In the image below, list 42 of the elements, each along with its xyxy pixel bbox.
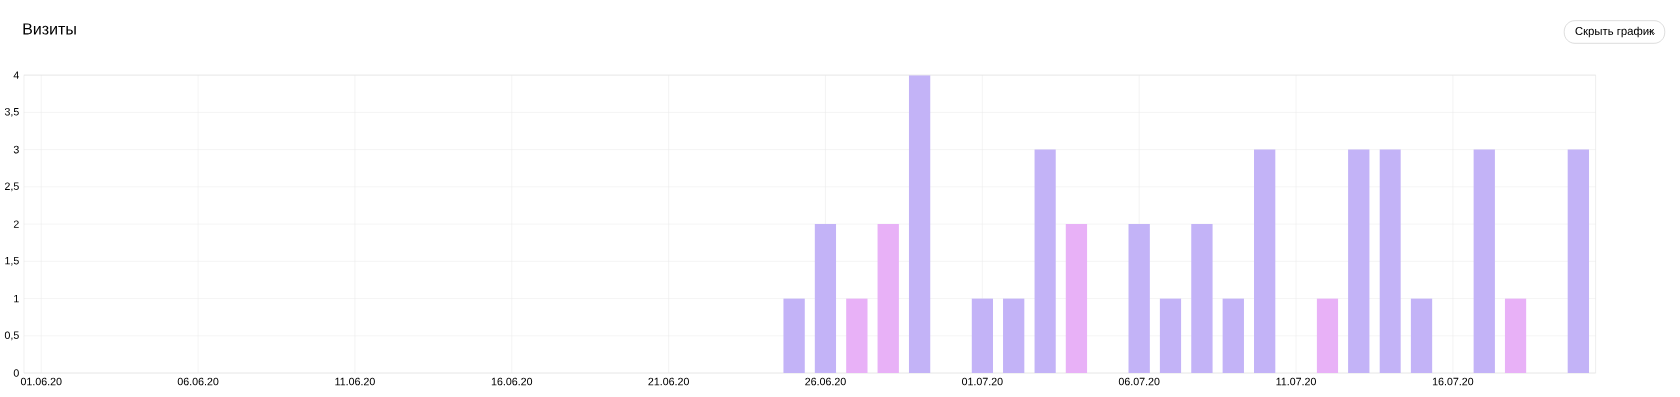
bar — [1159, 298, 1182, 374]
bar — [1567, 149, 1590, 374]
bar — [1191, 224, 1213, 374]
bar — [908, 75, 931, 374]
bar — [1410, 298, 1433, 374]
chart-title: Визиты — [23, 23, 76, 35]
y-tick-label: 1 — [14, 294, 19, 303]
y-tick-label: 0 — [13, 369, 19, 377]
x-tick-label: 16.06.20 — [491, 377, 533, 386]
y-tick-label: 3 — [13, 145, 19, 154]
bar — [1034, 149, 1056, 374]
bar — [877, 224, 899, 374]
bar — [1222, 298, 1244, 374]
bar — [1253, 149, 1276, 374]
bar — [1504, 298, 1527, 374]
x-tick-label: 21.06.20 — [648, 377, 689, 386]
x-tick-label: 16.07.20 — [1432, 377, 1474, 386]
bar — [846, 298, 868, 374]
x-tick-label: 01.07.20 — [961, 377, 1003, 386]
bar — [1003, 298, 1025, 374]
bar — [1473, 149, 1495, 374]
y-tick-label: 4 — [13, 71, 19, 79]
x-tick-label: 26.06.20 — [805, 377, 846, 386]
bar — [1316, 298, 1339, 374]
bar — [814, 224, 837, 374]
x-tick-label: 06.07.20 — [1118, 377, 1160, 386]
text: Скрыть график — [1575, 26, 1655, 38]
bar — [1128, 224, 1150, 374]
y-tick-label: 1,5 — [5, 257, 19, 266]
bar — [783, 298, 805, 374]
x-tick-label: 01.06.20 — [20, 377, 62, 386]
y-tick-label: 3,5 — [4, 108, 19, 117]
y-tick-label: 0,5 — [4, 331, 19, 341]
x-tick-label: 06.06.20 — [177, 377, 219, 386]
x-tick-label: 11.07.20 — [1276, 377, 1316, 386]
x-tick-label: 11.06.20 — [335, 377, 375, 386]
y-tick-label: 2,5 — [5, 182, 19, 192]
y-tick-label: 2 — [13, 220, 19, 228]
bar — [1379, 149, 1401, 374]
bar — [1348, 149, 1370, 374]
bar — [1065, 224, 1088, 374]
bar — [971, 298, 993, 374]
